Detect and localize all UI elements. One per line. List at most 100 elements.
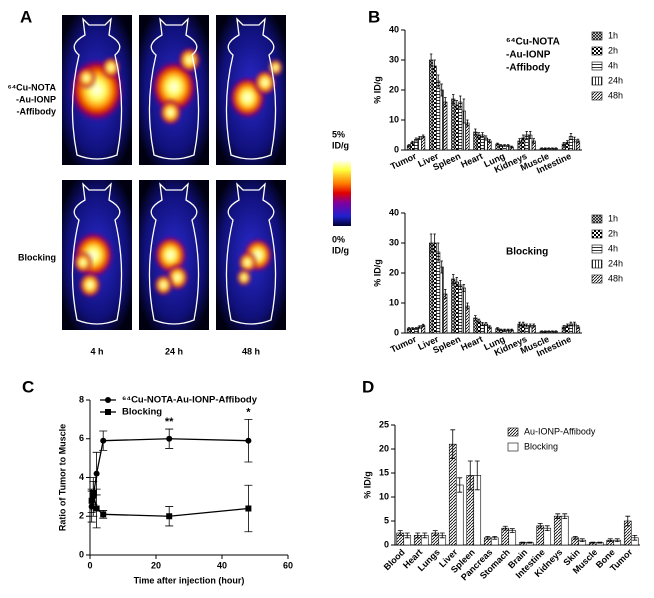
error-bar <box>477 132 481 138</box>
bar <box>536 525 545 546</box>
row-label: Blocking <box>18 252 56 262</box>
error-bar <box>404 532 410 539</box>
error-bar <box>496 327 499 330</box>
bar <box>439 266 444 334</box>
error-bar <box>590 541 596 544</box>
error-bar <box>485 535 491 540</box>
mouse-outline <box>225 17 277 160</box>
row-label: -Au-IONP <box>16 94 56 104</box>
error-bar <box>462 284 466 292</box>
column-label: 48 h <box>242 346 260 356</box>
error-bar <box>484 322 488 326</box>
legend-label: 4h <box>608 243 618 253</box>
significance-label: ** <box>165 416 174 428</box>
error-bar <box>481 132 484 138</box>
legend-label: 2h <box>608 45 618 55</box>
error-bar <box>474 315 477 321</box>
error-bar <box>459 95 462 109</box>
y-tick-label: 0 <box>79 549 84 559</box>
legend-label: 1h <box>608 30 618 40</box>
colorbar-label: 0% <box>332 234 345 244</box>
error-bar <box>614 538 620 543</box>
bar <box>451 278 456 334</box>
error-bar <box>555 513 561 519</box>
legend-marker <box>105 397 111 403</box>
error-bar <box>455 277 459 287</box>
error-bar <box>407 144 411 147</box>
pet-hotspot <box>159 99 182 126</box>
legend-label: Blocking <box>122 407 162 418</box>
mouse-outline <box>71 17 123 160</box>
x-tick-label: Heart <box>459 334 484 353</box>
y-axis-label: % ID/g <box>372 259 382 287</box>
error-bar <box>444 289 447 299</box>
y-tick-label: 0 <box>394 327 399 337</box>
error-bar <box>518 321 521 327</box>
bar <box>465 122 470 151</box>
error-bar <box>532 138 536 144</box>
legend-label: 24h <box>608 75 623 85</box>
y-tick-label: 0 <box>394 144 399 154</box>
pet-hotspot <box>238 252 257 273</box>
legend-swatch <box>591 46 603 56</box>
error-bar <box>554 147 558 150</box>
error-bar <box>450 429 456 459</box>
y-tick-label: 0 <box>384 539 389 549</box>
error-bar <box>467 460 473 491</box>
mouse-outline <box>225 182 277 325</box>
error-bar <box>625 515 631 527</box>
colorbar-label: ID/g <box>332 140 349 150</box>
bar <box>443 101 448 151</box>
bar <box>436 80 441 151</box>
error-bar <box>503 144 506 147</box>
pet-images <box>62 15 286 330</box>
y-tick-label: 6 <box>79 433 84 443</box>
error-bar <box>440 83 443 97</box>
y-axis-label: Ratio of Tumor to Muscle <box>57 424 67 531</box>
bar <box>443 293 448 334</box>
legend-swatch <box>591 244 603 254</box>
error-bar <box>414 327 418 330</box>
legend-label: Au-IONP-Affibody <box>524 426 596 436</box>
y-tick-label: 30 <box>389 54 399 64</box>
error-bar <box>540 330 543 333</box>
marker <box>100 437 107 444</box>
legend-label: Blocking <box>524 441 558 451</box>
error-bar <box>573 321 576 327</box>
line <box>91 438 249 507</box>
y-tick-label: 25 <box>379 419 389 429</box>
error-bar <box>551 147 554 150</box>
error-bar <box>488 325 491 329</box>
error-bar <box>433 59 436 73</box>
x-tick-label: 60 <box>283 560 293 570</box>
error-bar <box>474 460 480 491</box>
error-bar <box>551 330 554 333</box>
error-bar <box>411 327 414 330</box>
error-bar <box>579 538 585 543</box>
y-tick-label: 10 <box>389 297 399 307</box>
error-bar <box>528 323 532 328</box>
panel-label: D <box>362 377 374 396</box>
bar <box>560 515 569 546</box>
x-tick-label: Heart <box>459 151 484 170</box>
error-bar <box>477 318 481 324</box>
row-label: ⁶⁴Cu-NOTA <box>8 82 57 92</box>
marker <box>245 505 252 512</box>
error-bar <box>418 325 421 329</box>
legend-label: 2h <box>608 228 618 238</box>
panel-label: A <box>20 7 32 26</box>
panel-label: C <box>22 377 34 396</box>
error-bar <box>547 330 551 333</box>
line <box>91 492 249 517</box>
legend-swatch <box>591 91 603 101</box>
bar <box>455 484 464 546</box>
error-bar <box>527 541 533 544</box>
bar <box>501 527 510 546</box>
error-bar <box>521 321 525 327</box>
panel-label: B <box>368 7 380 26</box>
bar <box>448 443 457 546</box>
error-bar <box>429 53 433 67</box>
error-bar <box>499 328 503 332</box>
bar <box>454 281 459 334</box>
y-tick-label: 30 <box>389 237 399 247</box>
